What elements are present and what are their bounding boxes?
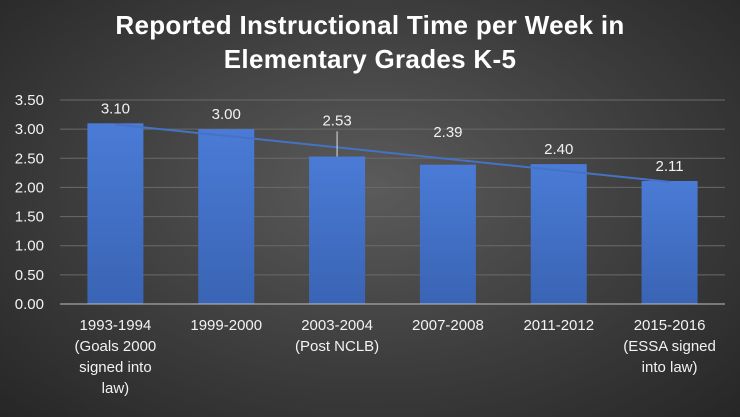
y-tick-label: 2.00 [15, 179, 44, 196]
bar [419, 164, 476, 304]
y-tick-label: 3.00 [15, 121, 44, 138]
x-tick-label: 2015-2016 [634, 317, 706, 334]
y-tick-label: 3.50 [15, 92, 44, 109]
data-label: 3.00 [212, 106, 241, 123]
bar [530, 164, 587, 304]
data-label: 3.10 [101, 100, 130, 117]
x-tick-label: 2011-2012 [523, 317, 594, 334]
bar [641, 181, 698, 304]
y-tick-label: 0.50 [15, 267, 44, 284]
x-tick-label: 2007-2008 [412, 317, 484, 334]
bar [198, 129, 255, 304]
bar [309, 156, 366, 304]
chart-title-line-1: Reported Instructional Time per Week in [115, 10, 625, 40]
data-label: 2.40 [544, 141, 573, 158]
x-tick-label: into law) [642, 359, 698, 376]
x-tick-label: (Goals 2000 [75, 338, 157, 355]
x-tick-label: (Post NCLB) [295, 338, 379, 355]
x-tick-label: 1999-2000 [190, 317, 262, 334]
data-label: 2.39 [433, 124, 462, 141]
trendline [115, 123, 670, 183]
data-label: 2.53 [322, 112, 351, 129]
chart-title-line-2: Elementary Grades K-5 [223, 44, 517, 74]
chart-title: Reported Instructional Time per Week in … [60, 8, 680, 76]
bar [87, 123, 144, 304]
x-tick-label: signed into [79, 359, 152, 376]
x-tick-label: 2003-2004 [301, 317, 373, 334]
x-tick-label: 1993-1994 [80, 317, 152, 334]
y-tick-label: 1.00 [15, 238, 44, 255]
y-tick-label: 0.00 [15, 296, 44, 313]
y-tick-label: 2.50 [15, 150, 44, 167]
y-tick-label: 1.50 [15, 209, 44, 226]
x-tick-label: law) [102, 380, 130, 397]
x-tick-label: (ESSA signed [623, 338, 716, 355]
data-label: 2.11 [656, 158, 684, 175]
